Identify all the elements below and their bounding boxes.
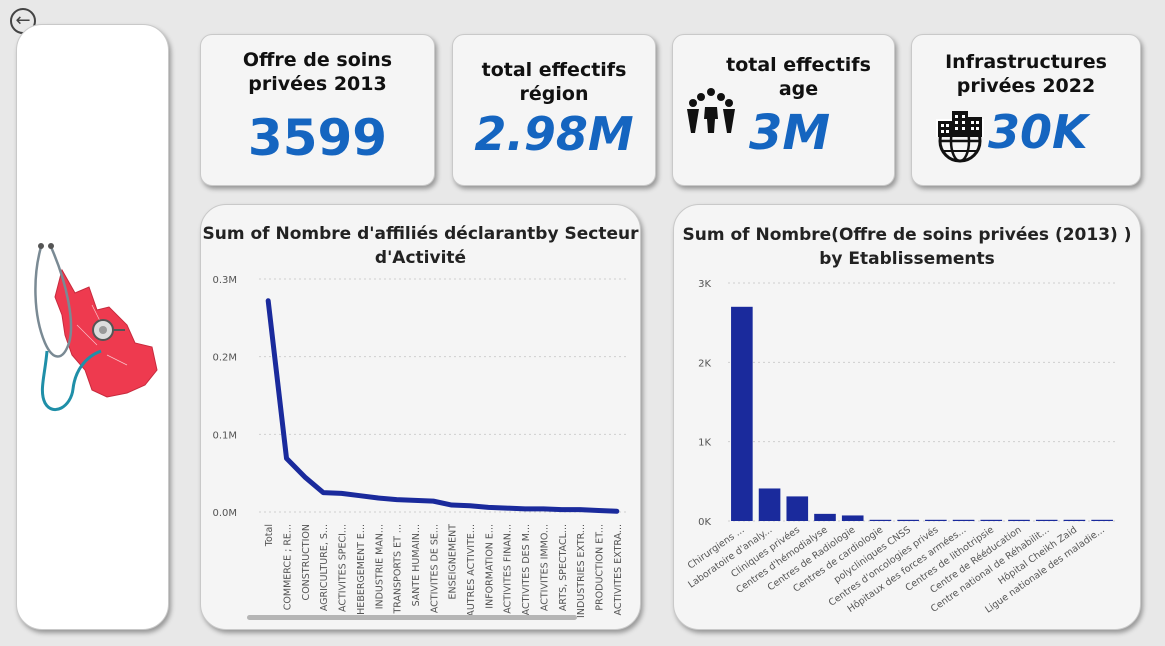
data-point (449, 503, 454, 508)
data-point (541, 506, 546, 511)
x-tick-label: AUTRES ACTIVITE... (466, 524, 477, 617)
horizontal-scrollbar[interactable] (247, 615, 577, 620)
building-globe-icon (936, 111, 984, 163)
arrow-left-icon: ← (15, 10, 31, 31)
bar (731, 306, 753, 521)
data-point (486, 505, 491, 510)
bar (897, 519, 919, 521)
bar (1063, 519, 1086, 521)
bar (1008, 519, 1030, 521)
kpi-title: total effectifs age (726, 54, 871, 100)
line-chart[interactable]: 0.3M 0.2M 0.1M 0.0M Total COMMERCE ; RE... CON… (201, 205, 640, 629)
chart-title: Sum of Nombre d'affiliés déclarantby Sec… (202, 224, 639, 268)
data-point (614, 509, 619, 514)
x-tick-label: ACTIVITES IMMO... (539, 524, 550, 611)
x-tick-label: INDUSTRIE MAN... (374, 524, 385, 609)
x-tick-label: ACTIVITES DE SE... (429, 524, 440, 613)
x-tick-label: INFORMATION E... (484, 524, 495, 609)
x-tick-label: HEBERGEMENT E... (356, 524, 367, 615)
bar (952, 519, 975, 521)
bar (786, 496, 809, 521)
x-tick-label: ACTIVITES DES M... (521, 524, 532, 615)
series-line (265, 298, 620, 514)
data-point (357, 493, 362, 498)
y-tick-label: 0K (698, 517, 711, 528)
y-tick-label: 2K (698, 358, 711, 369)
kpi-title: Infrastructures privées 2022 (945, 51, 1107, 97)
x-tick-label: ACTIVITES FINAN... (503, 524, 514, 614)
data-point (412, 498, 417, 503)
x-tick-label: CONSTRUCTION (301, 524, 312, 600)
bar (1035, 519, 1058, 521)
bar (841, 515, 864, 521)
data-point (321, 490, 326, 495)
data-point (394, 497, 399, 502)
data-point (266, 298, 271, 303)
data-point (559, 507, 564, 512)
kpi-title: total effectifs région (481, 59, 627, 105)
x-tick-label: COMMERCE ; RE... (283, 524, 294, 610)
data-point (376, 496, 381, 501)
kpi-value: 30K (988, 105, 1088, 159)
data-point (596, 508, 601, 513)
kpi-value: 2.98M (474, 107, 634, 161)
x-tick-label: PRODUCTION ET... (594, 524, 605, 611)
bar (869, 519, 892, 521)
bar (980, 519, 1003, 521)
kpi-value: 3M (749, 105, 831, 161)
data-point (431, 499, 436, 504)
line-chart-card: Sum of Nombre d'affiliés déclarantby Sec… (200, 204, 641, 630)
x-tick-label: ENSEIGNEMENT (448, 524, 459, 600)
kpi-card-age: total effectifs age 3M (672, 34, 895, 186)
x-tick-label: SANTE HUMAIN... (411, 524, 422, 606)
bar-chart-card: Sum of Nombre(Offre de soins privées (20… (673, 204, 1141, 630)
y-tick-label: 0.3M (212, 275, 237, 286)
kpi-value: 3599 (247, 109, 388, 167)
x-tick-label: AGRICULTURE, S... (319, 524, 330, 611)
y-tick-label: 0.1M (212, 430, 237, 441)
kpi-card-region: total effectifs région 2.98M (452, 34, 656, 186)
chart-title: Sum of Nombre(Offre de soins privées (20… (682, 225, 1132, 269)
kpi-title: Offre de soins privées 2013 (242, 49, 393, 95)
kpi-card-offre: Offre de soins privées 2013 3599 (200, 34, 435, 186)
y-tick-label: 1K (698, 438, 711, 449)
y-tick-label: 0.0M (212, 508, 237, 519)
bar (758, 488, 781, 521)
data-point (504, 506, 509, 511)
bar (925, 519, 947, 521)
x-tick-label: INDUSTRIES EXTR... (576, 524, 587, 618)
data-point (468, 503, 473, 508)
x-tick-label: ACTIVITES SPECI... (338, 524, 349, 612)
data-point (339, 491, 344, 496)
x-tick-label: TRANSPORTS ET ... (393, 524, 404, 615)
sidebar-panel (16, 24, 169, 630)
people-group-icon (687, 88, 735, 133)
x-tick-label: ARTS, SPECTACL... (558, 524, 569, 611)
kpi-card-infra: Infrastructures privées 2022 30K (911, 34, 1141, 186)
x-tick-label: ACTIVITES EXTRA... (613, 524, 624, 615)
y-tick-label: 0.2M (212, 353, 237, 364)
data-point (302, 475, 307, 480)
region-map-stethoscope-icon (34, 243, 158, 411)
data-point (578, 507, 583, 512)
data-point (523, 506, 528, 511)
x-tick-label: Total (264, 524, 275, 547)
y-tick-label: 3K (698, 279, 711, 290)
bar (1091, 519, 1113, 521)
bar (814, 513, 836, 521)
data-point (284, 456, 289, 461)
